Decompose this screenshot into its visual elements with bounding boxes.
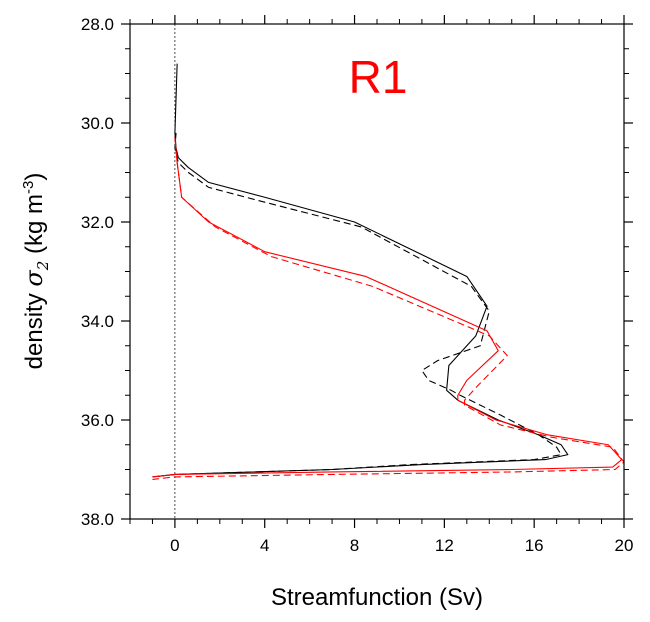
y-axis-title-unit: (kg m [21,194,48,261]
y-tick-label: 38.0 [81,510,114,529]
y-axis-title-prefix: density [21,287,48,370]
series-line-red-solid [152,137,623,478]
x-tick-label: 8 [350,536,359,555]
y-tick-label: 34.0 [81,312,114,331]
y-tick-label: 32.0 [81,213,114,232]
x-tick-label: 0 [170,536,179,555]
y-axis-title-subscript: 2 [34,261,52,272]
series-layer [152,63,625,480]
y-tick-label: 28.0 [81,15,114,34]
y-axis-title: density σ2 (kg m-3) [20,173,52,370]
y-axis-title-unit-sup: -3 [20,181,37,194]
panel-label: R1 [349,51,408,103]
x-axis-title: Streamfunction (Sv) [271,584,483,611]
x-tick-label: 12 [435,536,454,555]
series-line-black-dashed [152,132,562,478]
x-tick-label: 20 [615,536,634,555]
y-axis-title-unit-close: ) [21,173,48,181]
y-tick-label: 30.0 [81,114,114,133]
y-axis-title-symbol: σ [20,270,48,287]
x-tick-label: 4 [260,536,269,555]
y-tick-label: 36.0 [81,411,114,430]
series-line-red-dashed [152,162,625,480]
tick-labels-layer: 0 4 8 12 16 20 28.0 30.0 32.0 34.0 36.0 38.0 [81,15,634,555]
ticks-layer [121,15,633,528]
x-tick-label: 16 [525,536,544,555]
